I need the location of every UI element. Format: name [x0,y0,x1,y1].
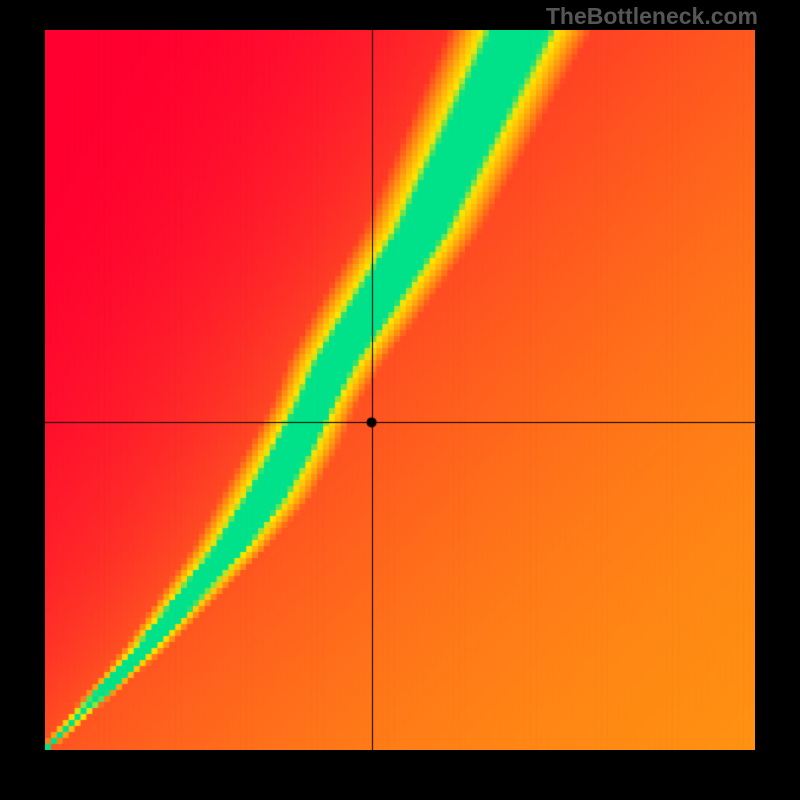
watermark-text: TheBottleneck.com [546,3,758,30]
bottleneck-heatmap [45,30,755,750]
